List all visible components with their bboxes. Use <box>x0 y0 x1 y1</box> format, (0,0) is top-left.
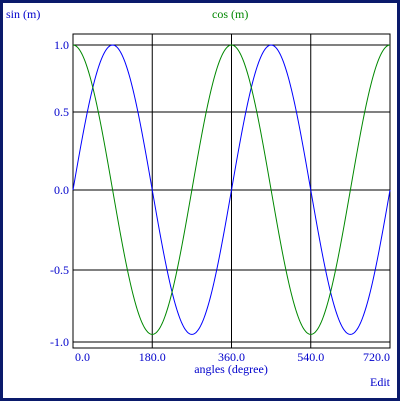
x-axis-label: angles (degree) <box>194 362 268 376</box>
y-tick-label: 1.0 <box>54 38 69 52</box>
series-line-cos <box>72 44 391 335</box>
x-tick-label: 0.0 <box>75 350 90 364</box>
series-line-sin <box>72 44 391 335</box>
x-tick-label: 720.0 <box>363 350 390 364</box>
tick-labels: 1.0 0.5 0.0 -0.5 -1.0 0.0 180.0 360.0 540.0 720.0 <box>50 38 390 364</box>
y-tick-label: 0.0 <box>54 183 69 197</box>
x-tick-label: 180.0 <box>139 350 166 364</box>
secondary-axis-label: cos (m) <box>212 7 248 21</box>
y-axis-label: sin (m) <box>6 7 40 21</box>
grid <box>72 33 391 349</box>
edit-button[interactable]: Edit <box>370 375 391 389</box>
y-tick-label: 0.5 <box>54 105 69 119</box>
y-tick-label: -1.0 <box>50 335 69 349</box>
x-tick-label: 360.0 <box>218 350 245 364</box>
y-tick-label: -0.5 <box>50 263 69 277</box>
series-layer <box>72 44 391 335</box>
x-tick-label: 540.0 <box>297 350 324 364</box>
